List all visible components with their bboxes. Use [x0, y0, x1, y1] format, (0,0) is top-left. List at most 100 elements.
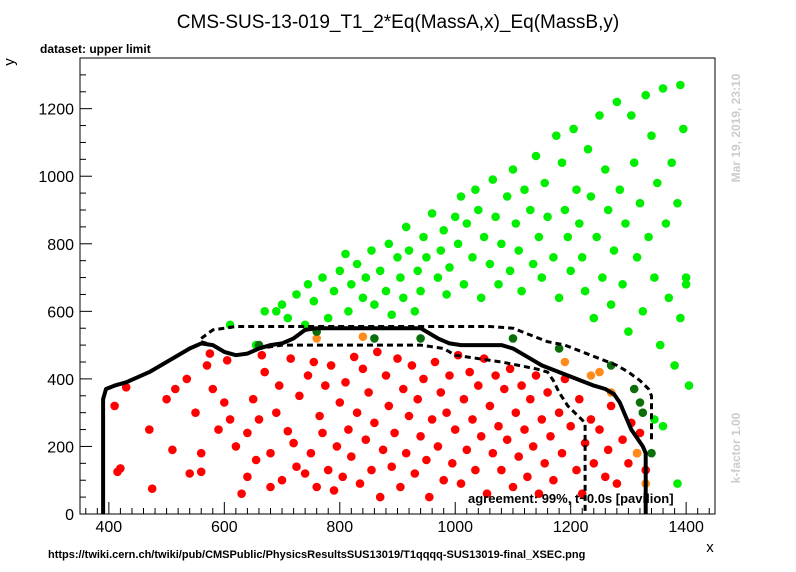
limit-line-2	[200, 340, 587, 514]
data-point-s1-118	[684, 381, 694, 390]
data-point-s0-23	[243, 472, 252, 482]
data-point-s0-6	[162, 394, 171, 404]
data-point-s0-51	[332, 442, 342, 451]
data-point-s0-34	[277, 475, 287, 485]
plot-area: 400 600 800 1000 1200 1400 0 200 400 600 800 1000 1…	[38, 57, 716, 536]
data-point-s1-38	[436, 246, 446, 255]
data-point-s1-66	[531, 151, 541, 161]
data-point-s0-44	[312, 482, 322, 492]
lines-layer	[101, 325, 653, 514]
data-point-s0-118	[526, 394, 535, 404]
data-point-s1-97	[624, 327, 633, 336]
data-point-s1-59	[508, 165, 518, 174]
data-point-s1-64	[526, 205, 535, 215]
data-point-s0-50	[329, 486, 339, 495]
data-point-s0-3	[121, 383, 131, 392]
data-point-s2-4	[595, 367, 604, 377]
data-point-s0-92	[450, 425, 460, 434]
data-point-s1-58	[505, 266, 515, 276]
data-point-s1-95	[618, 280, 627, 289]
data-point-s0-19	[222, 356, 232, 365]
data-point-s2-2	[560, 357, 570, 367]
data-point-s1-88	[598, 273, 607, 282]
data-point-s0-131	[572, 465, 581, 475]
data-point-s0-56	[347, 452, 356, 461]
data-point-s1-4	[277, 300, 287, 309]
data-point-s0-101	[476, 432, 486, 441]
data-point-s1-36	[427, 209, 437, 218]
data-point-s0-52	[335, 398, 345, 407]
data-point-s0-90	[445, 371, 454, 380]
data-point-s1-69	[540, 178, 549, 188]
data-point-s0-45	[315, 411, 324, 421]
data-point-s0-57	[349, 352, 359, 362]
data-point-s1-2	[260, 307, 270, 316]
data-point-s0-46	[318, 428, 327, 438]
chart-title: CMS-SUS-13-019_T1_2*Eq(MassA,x)_Eq(MassB…	[177, 12, 619, 33]
y-axis-ticks: 0 200 400 600 800 1000 1200	[38, 57, 92, 524]
data-point-s0-35	[283, 426, 293, 436]
data-point-s1-63	[520, 185, 529, 194]
data-point-s1-40	[442, 290, 451, 299]
data-point-s0-89	[442, 408, 451, 418]
data-point-s0-10	[185, 469, 194, 478]
data-point-s0-96	[462, 445, 472, 455]
data-point-s0-31	[266, 482, 275, 492]
data-point-s0-72	[393, 354, 402, 363]
data-point-s1-96	[621, 219, 630, 228]
data-point-s1-19	[361, 273, 371, 282]
data-point-s0-95	[459, 394, 469, 404]
x-axis-ticks: 400 600 800 1000 1200 1400	[85, 502, 710, 536]
data-point-s0-22	[237, 489, 246, 499]
data-point-s0-142	[618, 435, 627, 445]
data-point-s1-122	[658, 421, 668, 431]
data-point-s0-120	[531, 371, 541, 380]
data-point-s0-63	[367, 465, 376, 475]
data-point-s1-120	[681, 280, 691, 289]
data-point-s0-140	[606, 401, 616, 411]
data-point-s0-76	[404, 411, 414, 421]
data-point-s0-99	[471, 465, 480, 475]
data-point-s0-2	[116, 464, 125, 473]
data-point-s1-72	[552, 131, 561, 140]
data-point-s1-28	[399, 293, 408, 303]
data-point-s0-33	[274, 381, 284, 390]
data-point-s0-74	[399, 384, 408, 394]
data-point-s0-25	[248, 394, 258, 404]
data-point-s1-74	[557, 158, 567, 167]
data-point-s0-60	[358, 364, 368, 374]
data-point-s1-9	[309, 296, 319, 306]
data-point-s0-66	[375, 492, 385, 502]
data-point-s3-3	[416, 334, 425, 343]
data-point-s0-38	[292, 462, 301, 472]
data-point-s0-136	[589, 459, 599, 468]
limit-line-0	[101, 326, 648, 514]
data-point-s0-85	[430, 357, 440, 367]
data-point-s1-16	[347, 280, 356, 289]
data-point-s0-128	[557, 448, 567, 458]
y-tick-label: 600	[47, 304, 74, 321]
data-point-s3-10	[647, 448, 656, 458]
data-point-s0-113	[511, 408, 521, 418]
data-point-s0-121	[534, 489, 544, 499]
data-point-s0-100	[474, 381, 483, 390]
data-point-s0-137	[595, 425, 604, 434]
data-point-s0-87	[436, 388, 446, 397]
data-point-s0-77	[407, 361, 417, 370]
data-point-s0-13	[196, 467, 206, 477]
data-point-s0-135	[586, 415, 596, 424]
data-point-s1-79	[572, 185, 581, 194]
data-point-s0-117	[523, 472, 532, 482]
data-point-s1-89	[601, 165, 610, 174]
data-point-s1-82	[580, 286, 590, 296]
data-point-s0-0	[110, 401, 119, 411]
data-point-s0-115	[517, 381, 526, 390]
data-point-s1-11	[323, 313, 333, 323]
data-point-s0-125	[546, 432, 555, 441]
data-point-s1-92	[609, 246, 619, 255]
data-point-s1-77	[566, 266, 575, 276]
points-layer	[110, 80, 694, 502]
data-point-s1-90	[603, 205, 613, 215]
data-point-s0-27	[254, 415, 264, 424]
